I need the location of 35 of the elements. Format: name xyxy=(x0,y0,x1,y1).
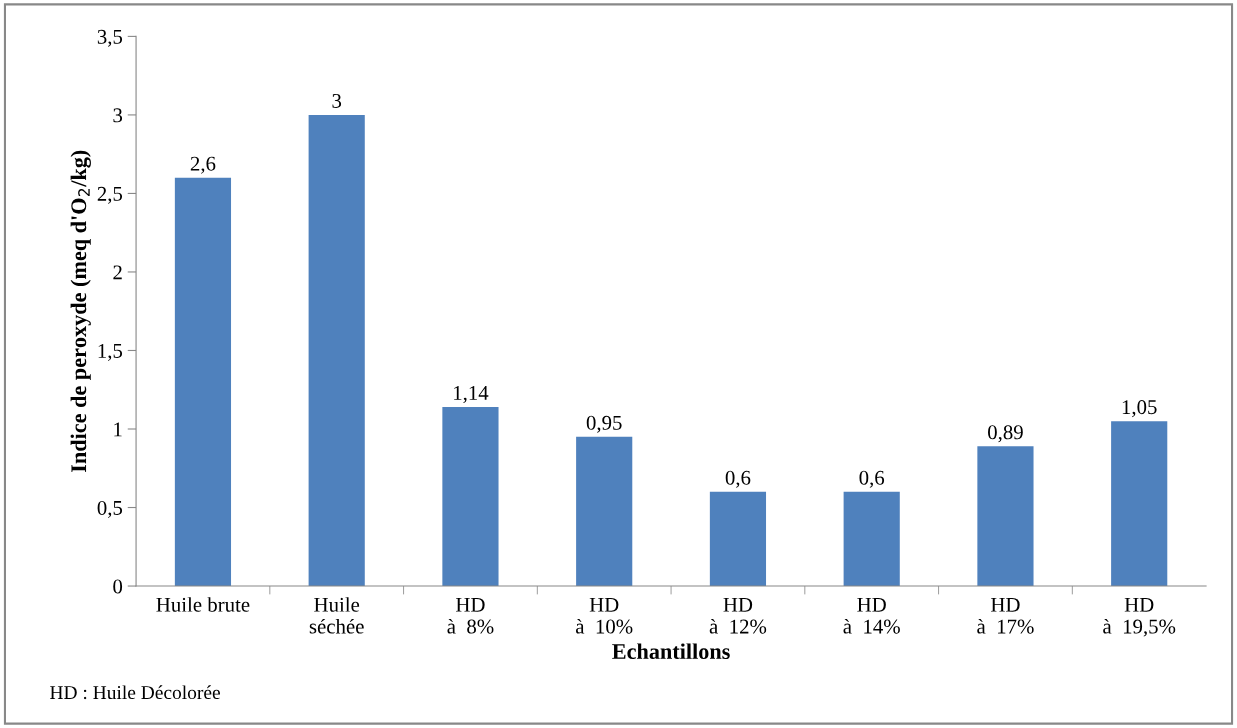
x-tick-label: Huile brute xyxy=(156,597,250,612)
text: HD : Huile Décolorée xyxy=(50,685,220,700)
y-tick-label: 3,5 xyxy=(97,29,123,47)
y-tick-label: 3 xyxy=(113,108,123,123)
y-tick-label: 0,5 xyxy=(97,500,123,518)
bar xyxy=(308,114,365,587)
bar xyxy=(709,491,767,587)
x-tick-label: HD à 17% xyxy=(977,597,1034,634)
data-label: 1,14 xyxy=(454,386,489,403)
bar xyxy=(843,491,900,587)
x-tick-label: HD à 19,5% xyxy=(1103,597,1176,637)
data-label: 2,6 xyxy=(190,156,216,174)
data-label: 1,05 xyxy=(1122,400,1157,418)
data-label: 3 xyxy=(332,93,342,108)
bar xyxy=(174,177,232,587)
y-tick-label: 1,5 xyxy=(98,343,123,361)
x-axis-title: Echantillons xyxy=(612,643,730,660)
y-axis-title: Indice de peroxyde (meq d'O$_{2}$/kg) xyxy=(70,150,91,473)
x-tick-label: HD à 10% xyxy=(576,597,633,634)
bar xyxy=(977,446,1034,587)
data-label: 0,95 xyxy=(586,415,622,433)
y-tick-label: 0 xyxy=(113,579,123,594)
data-label: 0,6 xyxy=(725,470,751,488)
x-tick-label: HD à 14% xyxy=(843,597,900,634)
x-tick-label: HD à 12% xyxy=(709,597,767,634)
data-label: 0,6 xyxy=(859,470,885,488)
bar xyxy=(442,407,499,587)
data-label: 0,89 xyxy=(988,425,1023,443)
y-tick-label: 1 xyxy=(114,422,122,437)
bar xyxy=(1111,421,1168,587)
y-tick-label: 2,5 xyxy=(97,186,123,204)
y-tick-label: 2 xyxy=(113,265,122,280)
x-tick-label: HD à 8% xyxy=(447,597,494,634)
x-tick-label: Huile séchée xyxy=(309,597,364,634)
bar xyxy=(576,436,633,587)
